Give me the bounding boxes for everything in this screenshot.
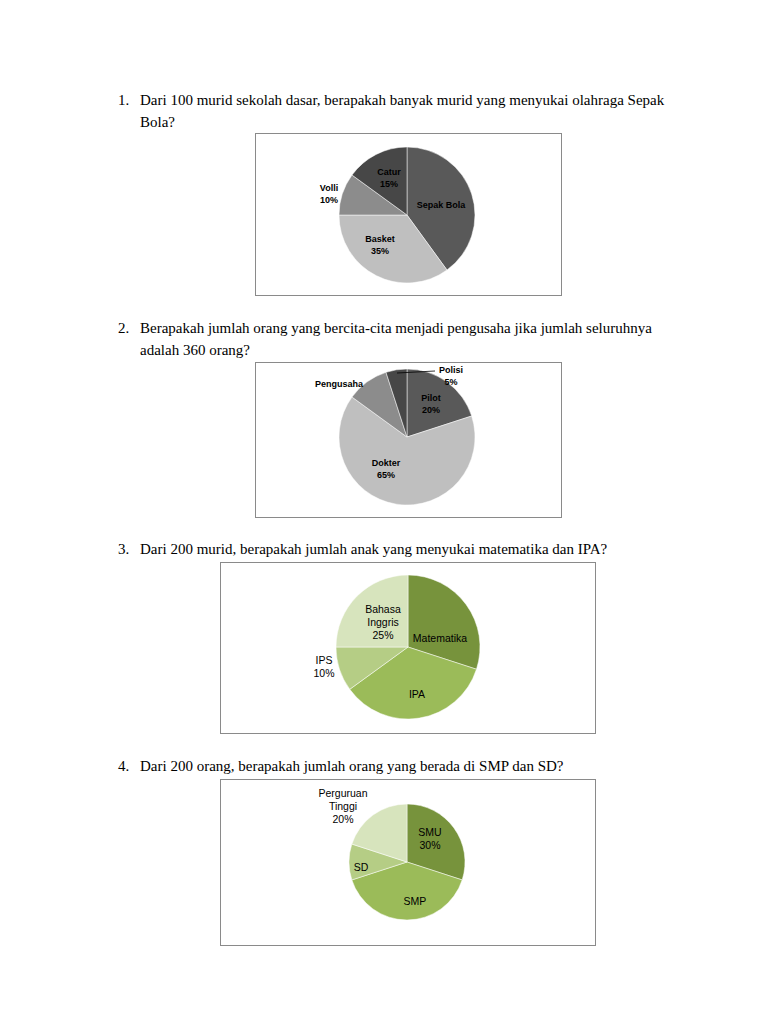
slice-label: SMU [418,826,441,838]
data-label: 15% [380,179,398,189]
slice-label: Polisi [439,366,463,376]
data-label: 25% [372,629,393,641]
slice-label: IPS [316,654,333,666]
pie-slice [339,215,447,283]
pie-slice [386,369,407,437]
pie-chart: SMU30% SMP SD PerguruanTinggi20% [221,780,596,946]
chart-frame [256,363,562,518]
question-number: 3. [118,538,129,560]
slice-label: SMP [404,895,427,907]
page: 1. Dari 100 murid sekolah dasar, berapaka… [0,0,768,1024]
question-number: 2. [118,317,129,339]
slice-label: BahasaInggris [365,603,401,628]
data-label: 20% [332,813,353,825]
data-label: 10% [313,667,334,679]
pie-slice [336,647,408,689]
data-label: 65% [377,470,395,480]
slice-label: Sepak Bola [417,200,467,210]
data-label: 35% [371,246,389,256]
slice-label: Pilot [421,394,441,404]
slice-label: Basket [365,235,395,245]
slice-label: SD [354,861,369,873]
slice-label: Catur [377,168,401,178]
slices [349,804,465,920]
data-label: 30% [419,839,440,851]
pie-slice [352,804,407,862]
pie-slice [336,575,408,647]
pie-slice [352,147,407,215]
data-label: 5% [444,377,457,387]
data-label: 20% [422,405,440,415]
chart-frame [221,563,596,734]
question-text: Berapakah jumlah orang yang bercita-cita… [140,317,675,361]
pie-chart: Sepak Bola Basket35% Volli10% Catur15% [256,134,562,296]
slice-label: Dokter [372,459,401,469]
slice-label: IPA [409,688,425,700]
data-label: 10% [320,195,338,205]
slice-label: Pengusaha [315,379,364,389]
slices [336,575,480,719]
question-text: Dari 200 murid, berapakah jumlah anak ya… [140,538,675,560]
slices [339,369,475,505]
chart-frame [221,780,596,946]
chart-frame [256,134,562,296]
question-text: Dari 100 murid sekolah dasar, berapakah … [140,89,675,133]
charts: Sepak BolaBasket35%Volli10%Catur15%Pilot… [0,0,768,1024]
question-number: 4. [118,755,129,777]
slice-label: PerguruanTinggi [318,787,367,812]
slices [339,147,475,283]
question-text: Dari 200 orang, berapakah jumlah orang y… [140,755,675,777]
pie-chart: Matematika IPA IPS10% BahasaInggris25% [221,563,596,734]
pie-chart: Pilot20% Dokter65% Pengusaha Polisi5% [256,363,562,518]
question-number: 1. [118,89,129,111]
slice-label: Volli [320,184,338,194]
leader-line [397,371,435,373]
slice-label: Matematika [413,632,467,644]
